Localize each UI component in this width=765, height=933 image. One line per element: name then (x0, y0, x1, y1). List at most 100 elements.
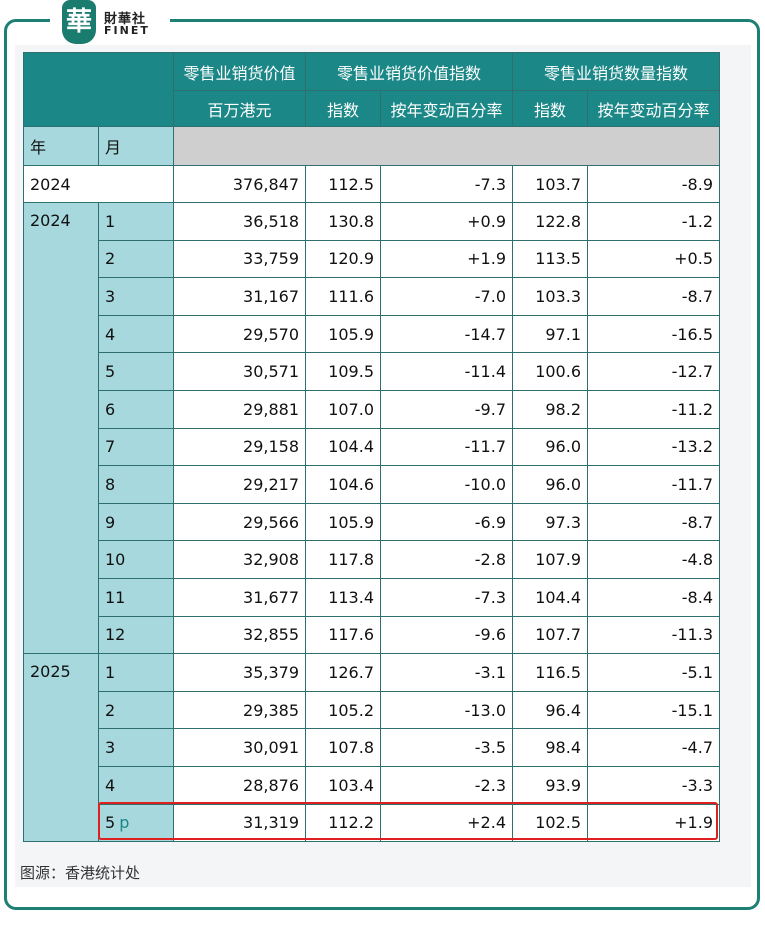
month-number: 2 (105, 700, 116, 720)
value-cell: 36,518 (173, 202, 306, 241)
month-number: 1 (105, 211, 116, 231)
year-cell: 2024 (23, 201, 99, 655)
annual-value-cell: 112.5 (305, 165, 381, 203)
header-corner (23, 52, 174, 127)
table-row: 3 31,167 111.6 -7.0 103.3 -8.7 (24, 277, 720, 316)
value-cell: 105.2 (305, 690, 381, 730)
annual-value-cell: -7.3 (380, 165, 513, 203)
logo-seal: 華 (62, 0, 96, 44)
value-cell: 112.2 (305, 803, 381, 843)
value-cell: -12.7 (587, 352, 720, 391)
value-cell: -11.4 (380, 352, 513, 391)
value-cell: -5.1 (587, 653, 720, 692)
value-cell: 30,091 (173, 728, 306, 767)
month-cell: 3 (98, 277, 174, 316)
value-cell: 29,881 (173, 389, 306, 429)
month-number: 3 (105, 286, 116, 306)
label-row-filler (173, 126, 720, 166)
value-cell: -7.3 (380, 577, 513, 617)
value-cell: -8.7 (587, 502, 720, 542)
table-row: 5 p 31,319 112.2 +2.4 102.5 +1.9 (24, 803, 720, 843)
value-cell: -3.1 (380, 653, 513, 692)
value-cell: 117.8 (305, 540, 381, 579)
value-cell: 29,158 (173, 427, 306, 467)
value-cell: -2.8 (380, 540, 513, 579)
value-cell: 31,677 (173, 577, 306, 617)
value-cell: +1.9 (587, 803, 720, 843)
value-cell: 113.5 (512, 239, 588, 279)
value-cell: 32,855 (173, 615, 306, 655)
header-row-groups: 零售业销货价值 零售业销货价值指数 零售业销货数量指数 (23, 52, 720, 127)
month-number: 8 (105, 474, 116, 494)
value-cell: 126.7 (305, 653, 381, 692)
value-cell: -8.7 (587, 277, 720, 316)
value-cell: 29,566 (173, 502, 306, 542)
table-row: 12 32,855 117.6 -9.6 107.7 -11.3 (24, 615, 720, 655)
value-cell: 109.5 (305, 352, 381, 391)
value-cell: -9.7 (380, 389, 513, 429)
value-cell: 29,217 (173, 465, 306, 504)
value-cell: 107.8 (305, 728, 381, 767)
month-number: 4 (105, 775, 116, 795)
value-cell: 98.4 (512, 728, 588, 767)
value-cell: 117.6 (305, 615, 381, 655)
value-cell: 111.6 (305, 277, 381, 316)
subheader-cell: 按年变动百分率 (380, 90, 513, 127)
provisional-mark: p (119, 813, 130, 833)
value-cell: 100.6 (512, 352, 588, 391)
value-cell: -13.0 (380, 690, 513, 730)
value-cell: -4.8 (587, 540, 720, 579)
value-cell: 103.4 (305, 765, 381, 805)
month-number: 6 (105, 399, 116, 419)
year-cell: 2025 (23, 653, 99, 843)
month-cell: 2 (98, 239, 174, 279)
value-cell: -3.3 (587, 765, 720, 805)
source-note: 图源：香港统计处 (20, 864, 141, 882)
value-cell: -3.5 (380, 728, 513, 767)
month-cell: 7 (98, 427, 174, 467)
logo-name-en: FINET (104, 24, 150, 37)
value-cell: 113.4 (305, 577, 381, 617)
month-number: 10 (105, 550, 126, 570)
table-row: 4 28,876 103.4 -2.3 93.9 -3.3 (24, 765, 720, 805)
card-frame (4, 19, 760, 910)
value-cell: -11.7 (587, 465, 720, 504)
value-cell: -8.4 (587, 577, 720, 617)
value-cell: 120.9 (305, 239, 381, 279)
month-cell: 11 (98, 577, 174, 617)
table-row: 8 29,217 104.6 -10.0 96.0 -11.7 (24, 465, 720, 504)
value-cell: 104.4 (305, 427, 381, 467)
month-cell: 4 (98, 765, 174, 805)
table-row: 2 29,385 105.2 -13.0 96.4 -15.1 (24, 690, 720, 730)
month-cell: 8 (98, 465, 174, 504)
month-column-label: 月 (98, 126, 174, 166)
value-cell: -15.1 (587, 690, 720, 730)
value-cell: 29,570 (173, 314, 306, 354)
month-cell: 9 (98, 502, 174, 542)
value-cell: 30,571 (173, 352, 306, 391)
table-row: 2024 1 36,518 130.8 +0.9 122.8 -1.2 (23, 201, 720, 655)
value-cell: +0.5 (587, 239, 720, 279)
value-cell: 29,385 (173, 690, 306, 730)
value-cell: 28,876 (173, 765, 306, 805)
header-value-index: 零售业销货价值指数 (305, 52, 513, 91)
table-row: 10 32,908 117.8 -2.8 107.9 -4.8 (24, 540, 720, 579)
month-number: 11 (105, 587, 126, 607)
value-cell: -4.7 (587, 728, 720, 767)
label-row: 年月 (23, 126, 720, 166)
table-row: 6 29,881 107.0 -9.7 98.2 -11.2 (24, 389, 720, 429)
annual-year-cell: 2024 (23, 165, 174, 203)
subheader-cell: 百万港元 (173, 90, 306, 127)
month-number: 7 (105, 437, 116, 457)
value-cell: 96.0 (512, 427, 588, 467)
annual-value-cell: 376,847 (173, 165, 306, 203)
header-value: 零售业销货价值 (173, 52, 306, 91)
value-cell: 31,319 (173, 803, 306, 843)
logo-name-cn: 財華社 (104, 12, 147, 27)
value-cell: 130.8 (305, 202, 381, 241)
value-cell: 96.4 (512, 690, 588, 730)
table-row: 4 29,570 105.9 -14.7 97.1 -16.5 (24, 314, 720, 354)
month-cell: 10 (98, 540, 174, 579)
value-cell: 107.9 (512, 540, 588, 579)
value-cell: -9.6 (380, 615, 513, 655)
